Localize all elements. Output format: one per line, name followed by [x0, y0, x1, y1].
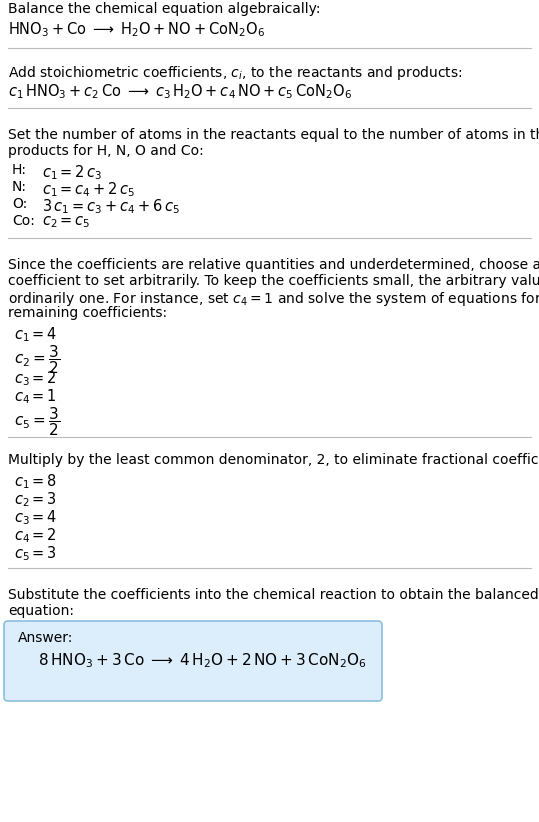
- Text: $c_4 = 2$: $c_4 = 2$: [14, 526, 57, 545]
- Text: $c_2 = c_5$: $c_2 = c_5$: [42, 214, 91, 229]
- Text: N:: N:: [12, 180, 27, 194]
- Text: $c_3 = 4$: $c_3 = 4$: [14, 508, 57, 527]
- Text: ordinarily one. For instance, set $c_4 = 1$ and solve the system of equations fo: ordinarily one. For instance, set $c_4 =…: [8, 290, 539, 308]
- Text: $3\,c_1 = c_3 + c_4 + 6\,c_5$: $3\,c_1 = c_3 + c_4 + 6\,c_5$: [42, 197, 180, 215]
- Text: $c_1 = c_4 + 2\,c_5$: $c_1 = c_4 + 2\,c_5$: [42, 180, 135, 199]
- Text: $c_1 = 4$: $c_1 = 4$: [14, 325, 57, 344]
- Text: coefficient to set arbitrarily. To keep the coefficients small, the arbitrary va: coefficient to set arbitrarily. To keep …: [8, 274, 539, 288]
- Text: Set the number of atoms in the reactants equal to the number of atoms in the: Set the number of atoms in the reactants…: [8, 128, 539, 142]
- Text: H:: H:: [12, 163, 27, 177]
- Text: remaining coefficients:: remaining coefficients:: [8, 306, 167, 320]
- Text: $c_4 = 1$: $c_4 = 1$: [14, 387, 57, 406]
- Text: equation:: equation:: [8, 604, 74, 618]
- Text: $c_2 = \dfrac{3}{2}$: $c_2 = \dfrac{3}{2}$: [14, 343, 60, 376]
- Text: $8\,\mathrm{HNO_3} + 3\,\mathrm{Co} \;\longrightarrow\; 4\,\mathrm{H_2O} + 2\,\m: $8\,\mathrm{HNO_3} + 3\,\mathrm{Co} \;\l…: [38, 651, 367, 670]
- Text: Add stoichiometric coefficients, $c_i$, to the reactants and products:: Add stoichiometric coefficients, $c_i$, …: [8, 64, 462, 82]
- Text: Balance the chemical equation algebraically:: Balance the chemical equation algebraica…: [8, 2, 321, 16]
- Text: $c_5 = \dfrac{3}{2}$: $c_5 = \dfrac{3}{2}$: [14, 405, 60, 438]
- Text: Co:: Co:: [12, 214, 35, 228]
- Text: $c_2 = 3$: $c_2 = 3$: [14, 490, 57, 509]
- Text: O:: O:: [12, 197, 27, 211]
- Text: $c_3 = 2$: $c_3 = 2$: [14, 369, 57, 388]
- Text: Answer:: Answer:: [18, 631, 73, 645]
- Text: Multiply by the least common denominator, 2, to eliminate fractional coefficient: Multiply by the least common denominator…: [8, 453, 539, 467]
- Text: Since the coefficients are relative quantities and underdetermined, choose a: Since the coefficients are relative quan…: [8, 258, 539, 272]
- Text: products for H, N, O and Co:: products for H, N, O and Co:: [8, 144, 204, 158]
- Text: $c_1 = 8$: $c_1 = 8$: [14, 472, 57, 491]
- Text: $c_5 = 3$: $c_5 = 3$: [14, 544, 57, 563]
- Text: $\mathrm{HNO_3 + Co \;\longrightarrow\; H_2O + NO + CoN_2O_6}$: $\mathrm{HNO_3 + Co \;\longrightarrow\; …: [8, 20, 265, 39]
- FancyBboxPatch shape: [4, 621, 382, 701]
- Text: Substitute the coefficients into the chemical reaction to obtain the balanced: Substitute the coefficients into the che…: [8, 588, 539, 602]
- Text: $c_1 = 2\,c_3$: $c_1 = 2\,c_3$: [42, 163, 102, 182]
- Text: $c_1\,\mathrm{HNO_3} + c_2\,\mathrm{Co} \;\longrightarrow\; c_3\,\mathrm{H_2O} +: $c_1\,\mathrm{HNO_3} + c_2\,\mathrm{Co} …: [8, 82, 352, 101]
